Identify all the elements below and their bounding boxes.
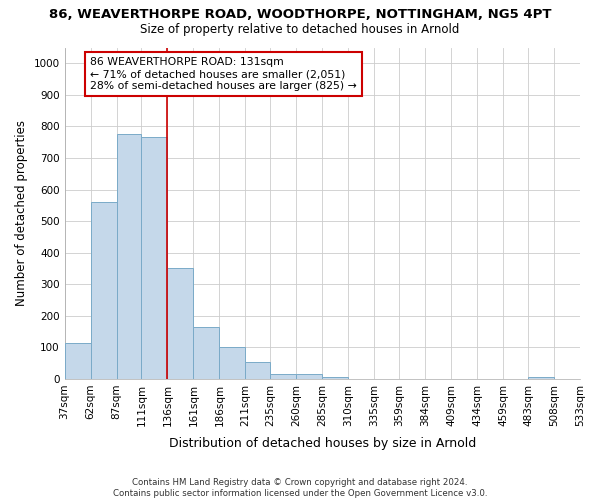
Text: Size of property relative to detached houses in Arnold: Size of property relative to detached ho… bbox=[140, 22, 460, 36]
Text: 86 WEAVERTHORPE ROAD: 131sqm
← 71% of detached houses are smaller (2,051)
28% of: 86 WEAVERTHORPE ROAD: 131sqm ← 71% of de… bbox=[91, 58, 357, 90]
Bar bbox=[65, 342, 91, 379]
Bar bbox=[220, 348, 245, 379]
Bar bbox=[91, 202, 116, 379]
Bar bbox=[167, 268, 193, 379]
Bar bbox=[528, 378, 554, 379]
Text: 86, WEAVERTHORPE ROAD, WOODTHORPE, NOTTINGHAM, NG5 4PT: 86, WEAVERTHORPE ROAD, WOODTHORPE, NOTTI… bbox=[49, 8, 551, 20]
Bar bbox=[142, 138, 167, 379]
Bar bbox=[296, 374, 322, 379]
Bar bbox=[193, 327, 220, 379]
Text: Contains HM Land Registry data © Crown copyright and database right 2024.
Contai: Contains HM Land Registry data © Crown c… bbox=[113, 478, 487, 498]
Bar bbox=[245, 362, 271, 379]
Bar bbox=[271, 374, 296, 379]
Y-axis label: Number of detached properties: Number of detached properties bbox=[15, 120, 28, 306]
X-axis label: Distribution of detached houses by size in Arnold: Distribution of detached houses by size … bbox=[169, 437, 476, 450]
Bar bbox=[116, 134, 142, 379]
Bar bbox=[322, 378, 348, 379]
